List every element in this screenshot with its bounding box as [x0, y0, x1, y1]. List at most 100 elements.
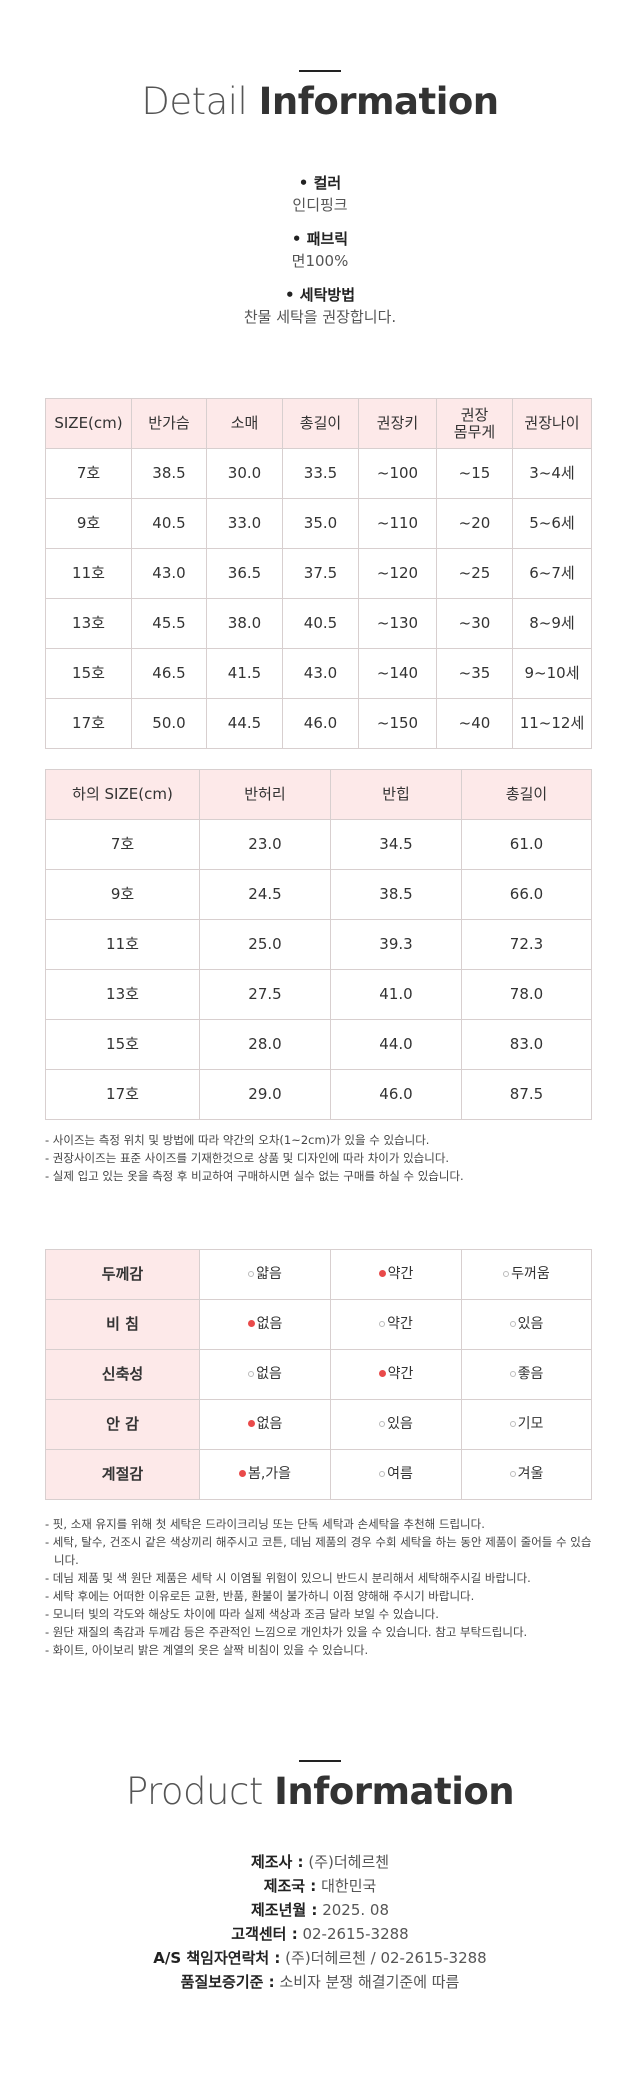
header-row: 하의 SIZE(cm) 반허리 반힙 총길이 — [45, 769, 592, 820]
product-row: 고객센터 : 02-2615-3288 — [0, 1922, 640, 1946]
feel-option: 겨울 — [461, 1449, 592, 1500]
cell: 17호 — [45, 1069, 200, 1120]
product-row: 품질보증기준 : 소비자 분쟁 해결기준에 따름 — [0, 1970, 640, 1994]
header-cell: 권장나이 — [512, 398, 592, 449]
cell: 13호 — [45, 598, 132, 649]
option-text: 없음 — [256, 1366, 282, 1382]
header-cell: 권장 몸무게 — [436, 398, 513, 449]
cell: 34.5 — [330, 819, 462, 870]
cell: ~110 — [358, 498, 437, 549]
divider — [299, 70, 341, 72]
feel-option: 여름 — [330, 1449, 462, 1500]
cell: 40.5 — [282, 598, 359, 649]
cell: 17호 — [45, 698, 132, 749]
cell: 66.0 — [461, 869, 592, 920]
feel-label: 안 감 — [45, 1399, 200, 1450]
product-value: 대한민국 — [321, 1877, 377, 1895]
cell: 72.3 — [461, 919, 592, 970]
row: 17호 29.0 46.0 87.5 — [45, 1069, 592, 1120]
cell: 13호 — [45, 969, 200, 1020]
option-text: 두꺼움 — [511, 1266, 550, 1282]
row: 9호 24.5 38.5 66.0 — [45, 869, 592, 920]
cell: 15호 — [45, 1019, 200, 1070]
cell: 45.5 — [131, 598, 207, 649]
note: - 권장사이즈는 표준 사이즈를 기재한것으로 상품 및 디자인에 따라 차이가… — [45, 1151, 450, 1165]
product-row: 제조년월 : 2025. 08 — [0, 1898, 640, 1922]
row: 7호 23.0 34.5 61.0 — [45, 819, 592, 870]
spec-label: • 패브릭 — [291, 230, 349, 248]
cell: 11~12세 — [512, 698, 592, 749]
spec-value: 면100% — [291, 252, 349, 270]
row: 17호 50.0 44.5 46.0 ~150 ~40 11~12세 — [45, 698, 592, 749]
row: 13호 27.5 41.0 78.0 — [45, 969, 592, 1020]
product-label: 제조사 : — [250, 1853, 304, 1871]
cell: 9호 — [45, 869, 200, 920]
header-cell: 소매 — [206, 398, 283, 449]
option-text: 약간 — [387, 1266, 414, 1282]
top-size-table: SIZE(cm) 반가슴 소매 총길이 권장키 권장 몸무게 권장나이 7호 38.5 30.0 3… — [45, 398, 592, 749]
cell: 24.5 — [199, 869, 331, 920]
cell: 8~9세 — [512, 598, 592, 649]
option-text: 좋음 — [517, 1366, 544, 1382]
note: - 데님 제품 및 색 원단 제품은 세탁 시 이염될 위험이 있으니 반드시 … — [45, 1571, 531, 1585]
option-text: 기모 — [517, 1416, 544, 1432]
cell: 78.0 — [461, 969, 592, 1020]
cell: 41.0 — [330, 969, 462, 1020]
option-text: 얇음 — [256, 1266, 282, 1282]
option-text: 약간 — [387, 1316, 413, 1332]
option-dot — [379, 1471, 386, 1477]
row: 안 감 없음 있음 기모 — [45, 1399, 592, 1450]
cell: 46.0 — [330, 1069, 462, 1120]
option-dot — [509, 1371, 516, 1377]
product-label: 고객센터 : — [231, 1925, 298, 1943]
row: 11호 25.0 39.3 72.3 — [45, 919, 592, 970]
care-notes: - 핏, 소재 유지를 위해 첫 세탁은 드라이크리닝 또는 단독 세탁과 손세… — [45, 1515, 595, 1659]
feel-label: 신축성 — [45, 1349, 200, 1400]
feel-option: 없음 — [199, 1349, 331, 1400]
header-cell: 하의 SIZE(cm) — [45, 769, 200, 820]
size-notes: - 사이즈는 측정 위치 및 방법에 따라 약간의 오차(1~2cm)가 있을 … — [45, 1131, 595, 1185]
divider — [299, 1760, 341, 1762]
option-dot — [509, 1471, 516, 1477]
option-dot — [248, 1371, 255, 1377]
product-label: 품질보증기준 : — [180, 1973, 275, 1991]
spec-label: • 컬러 — [298, 174, 342, 192]
feel-option: 약간 — [330, 1249, 462, 1300]
note: - 화이트, 아이보리 밝은 계열의 옷은 살짝 비침이 있을 수 있습니다. — [45, 1643, 369, 1657]
product-value: (주)더헤르첸 / 02-2615-3288 — [285, 1949, 487, 1967]
cell: 7호 — [45, 819, 200, 870]
cell: 37.5 — [282, 548, 359, 599]
cell: 43.0 — [282, 648, 359, 699]
cell: 33.0 — [206, 498, 283, 549]
note: - 원단 재질의 촉감과 두께감 등은 주관적인 느낌으로 개인차가 있을 수 … — [45, 1625, 528, 1639]
product-info: 제조사 : (주)더헤르첸 제조국 : 대한민국 제조년월 : 2025. 08 고객… — [0, 1850, 640, 1994]
feel-option: 있음 — [330, 1399, 462, 1450]
cell: ~20 — [436, 498, 513, 549]
row: 15호 28.0 44.0 83.0 — [45, 1019, 592, 1070]
cell: 11호 — [45, 919, 200, 970]
cell: 33.5 — [282, 448, 359, 499]
feel-option: 얇음 — [199, 1249, 331, 1300]
cell: ~35 — [436, 648, 513, 699]
feel-label: 계절감 — [45, 1449, 200, 1500]
feel-table: 두께감 얇음 약간 두꺼움 비 침 없음 약간 있음 신축성 없음 약간 좋음 안 감 없음 있음 기모 계절감… — [45, 1249, 592, 1500]
row: 13호 45.5 38.0 40.5 ~130 ~30 8~9세 — [45, 598, 592, 649]
row: 15호 46.5 41.5 43.0 ~140 ~35 9~10세 — [45, 648, 592, 699]
option-dot — [379, 1421, 386, 1427]
cell: ~30 — [436, 598, 513, 649]
cell: 30.0 — [206, 448, 283, 499]
cell: 35.0 — [282, 498, 359, 549]
option-dot — [378, 1270, 386, 1277]
cell: ~100 — [358, 448, 437, 499]
feel-option: 있음 — [461, 1299, 592, 1350]
cell: 23.0 — [199, 819, 331, 870]
spec-label: • 세탁방법 — [284, 286, 355, 304]
product-row: 제조사 : (주)더헤르첸 — [0, 1850, 640, 1874]
feel-label: 비 침 — [45, 1299, 200, 1350]
option-dot — [248, 1271, 255, 1277]
cell: ~150 — [358, 698, 437, 749]
header-cell: 반가슴 — [131, 398, 207, 449]
option-dot — [378, 1370, 386, 1377]
